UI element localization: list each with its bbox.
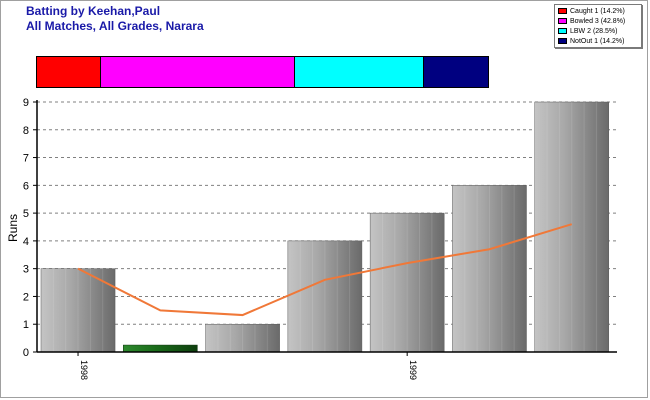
bar — [369, 212, 445, 353]
bar — [534, 101, 610, 353]
y-tick-label: 5 — [23, 208, 29, 220]
legend-item-bowled: Bowled 3 (42.8%) — [558, 17, 625, 27]
y-axis-label: Runs — [6, 214, 20, 242]
distribution-segment-notout — [423, 57, 488, 87]
legend-item-lbw: LBW 2 (28.5%) — [558, 27, 617, 37]
y-tick-label: 3 — [23, 264, 29, 276]
bar — [123, 344, 198, 353]
distribution-segment-bowled — [101, 57, 295, 87]
legend-label-notout: NotOut 1 (14.2%) — [570, 38, 625, 45]
y-tick-label: 1 — [23, 319, 29, 331]
y-tick-label: 6 — [23, 180, 29, 192]
y-tick-label: 0 — [23, 347, 29, 359]
legend-label-bowled: Bowled 3 (42.8%) — [570, 18, 626, 25]
legend-label-caught: Caught 1 (14.2%) — [570, 8, 625, 15]
legend-item-caught: Caught 1 (14.2%) — [558, 7, 625, 17]
x-tick-label: 1999 — [408, 360, 418, 380]
distribution-segment-lbw — [294, 57, 424, 87]
bar — [205, 323, 280, 353]
legend-swatch-caught — [558, 8, 567, 15]
legend-swatch-notout — [558, 38, 567, 45]
y-tick-label: 4 — [23, 236, 29, 248]
legend-label-lbw: LBW 2 (28.5%) — [570, 28, 618, 35]
y-tick-label: 9 — [23, 97, 29, 109]
y-tick-label: 7 — [23, 153, 29, 165]
y-tick-label: 2 — [23, 291, 29, 303]
trend-line — [77, 223, 573, 317]
chart-subtitle: All Matches, All Grades, Narara — [26, 19, 204, 33]
x-tick-label: 1998 — [79, 360, 89, 380]
legend-swatch-lbw — [558, 28, 567, 35]
bar — [40, 268, 116, 353]
legend-swatch-bowled — [558, 18, 567, 25]
y-tick-label: 8 — [23, 125, 29, 137]
legend: Caught 1 (14.2%) Bowled 3 (42.8%) LBW 2 … — [554, 4, 642, 48]
chart-title: Batting by Keehan,Paul — [26, 4, 161, 18]
bar — [452, 185, 527, 353]
legend-item-notout: NotOut 1 (14.2%) — [558, 37, 624, 47]
dismissal-distribution-bar — [36, 56, 489, 88]
distribution-segment-caught — [37, 57, 102, 87]
